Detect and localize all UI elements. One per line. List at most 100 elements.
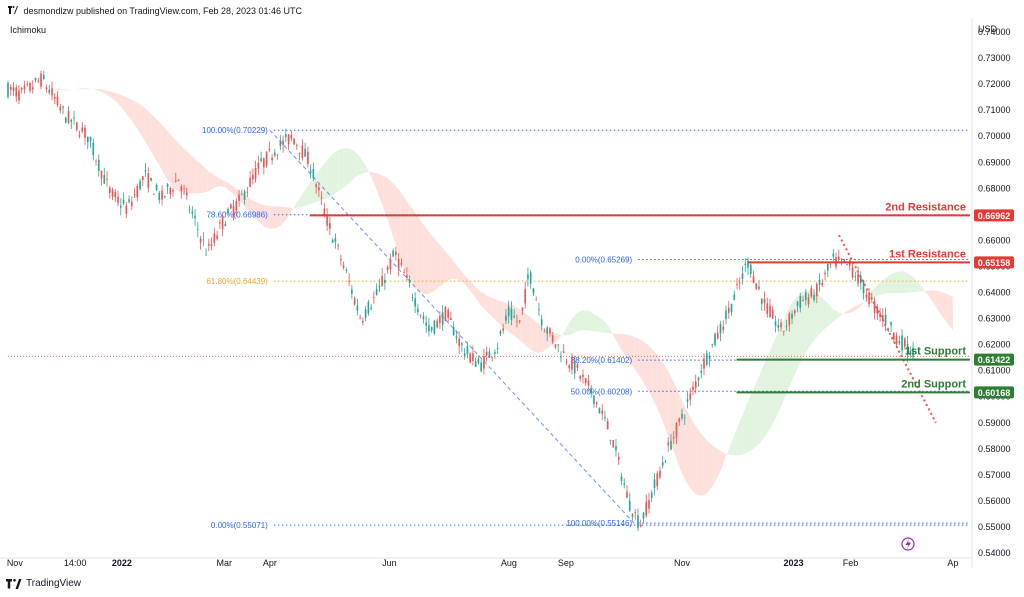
candle-body [81, 127, 84, 132]
currency-label: USD [978, 24, 998, 34]
candle-body [568, 365, 571, 369]
candle-body [450, 317, 452, 320]
candle-body [97, 159, 100, 172]
ichimoku-cloud-segment [440, 245, 447, 286]
candle-body [73, 117, 75, 119]
y-tick-label: 0.54000 [978, 548, 1011, 558]
candle-body [650, 492, 653, 499]
indicator-label[interactable]: Ichimoku [10, 25, 47, 35]
candle-body [549, 328, 551, 334]
ichimoku-cloud-segment [748, 388, 754, 453]
candle-body [92, 142, 95, 156]
ichimoku-cloud-segment [890, 272, 896, 294]
candle-body [518, 320, 521, 322]
ichimoku-cloud-segment [383, 175, 390, 225]
ichimoku-cloud-segment [230, 184, 236, 197]
candle-body [766, 303, 769, 314]
candle-body [560, 356, 562, 358]
candle-body [661, 462, 664, 466]
candle-body [155, 184, 158, 191]
candle-body [609, 439, 612, 441]
candle-body [7, 82, 9, 98]
price-tag-label: 0.66962 [978, 211, 1011, 221]
candle-body [318, 187, 320, 191]
ichimoku-cloud-segment [184, 149, 191, 194]
candle-body [865, 294, 868, 298]
y-tick-label: 0.73000 [978, 53, 1011, 63]
y-tick-label: 0.62000 [978, 340, 1011, 350]
candle-body [67, 110, 70, 124]
fib-level-label: 100.00%(0.55146) [566, 519, 632, 528]
ichimoku-cloud-segment [696, 427, 703, 496]
candle-body [439, 316, 441, 324]
candle-body [587, 380, 590, 386]
ichimoku-cloud-segment [423, 224, 430, 295]
candle-body [447, 309, 449, 318]
candle-body [246, 191, 249, 193]
candle-body [207, 243, 210, 246]
ichimoku-cloud-segment [861, 297, 868, 305]
ichimoku-cloud-segment [417, 216, 424, 295]
candle-body [557, 344, 560, 346]
candle-body [722, 326, 725, 331]
candle-body [689, 393, 692, 400]
y-tick-label: 0.66000 [978, 235, 1011, 245]
y-tick-label: 0.63000 [978, 314, 1011, 324]
candle-body [455, 336, 458, 339]
candle-body [725, 310, 727, 319]
ichimoku-cloud-segment [736, 415, 743, 456]
candle-body [34, 78, 37, 81]
ichimoku-cloud-segment [286, 207, 293, 219]
x-tick-label: Aug [501, 558, 517, 568]
ichimoku-cloud-segment [218, 177, 225, 187]
candle-body [271, 157, 273, 161]
candle-body [474, 361, 477, 367]
ichimoku-cloud-segment [526, 313, 532, 351]
candle-body [727, 307, 730, 313]
candle-body [309, 170, 312, 173]
candle-body [617, 456, 620, 461]
candle-body [488, 351, 491, 359]
candle-body [106, 178, 108, 180]
ichimoku-cloud-segment [679, 395, 686, 481]
candle-body [232, 206, 235, 216]
candle-body [829, 263, 832, 265]
candle-body [631, 513, 634, 517]
candle-body [37, 80, 40, 82]
candle-body [353, 298, 356, 305]
candle-body [293, 138, 295, 145]
candle-body [128, 199, 130, 202]
lightning-event-icon[interactable] [901, 537, 915, 551]
candle-body [876, 306, 879, 314]
candle-body [821, 282, 824, 286]
candle-body [782, 331, 785, 333]
ichimoku-cloud-segment [941, 291, 948, 324]
ichimoku-cloud-segment [804, 290, 811, 355]
ichimoku-cloud-segment [195, 159, 202, 194]
candle-body [546, 327, 549, 334]
ichimoku-cloud-segment [730, 429, 737, 456]
ichimoku-cloud-segment [844, 308, 851, 314]
candle-body [408, 279, 411, 283]
ichimoku-cloud-segment [372, 172, 378, 194]
fib-trendline [269, 129, 635, 524]
ichimoku-cloud-segment [924, 290, 931, 299]
candle-body [9, 86, 12, 90]
candle-body [749, 264, 752, 274]
ichimoku-cloud-segment [782, 310, 788, 405]
candle-body [760, 298, 763, 304]
candle-body [282, 140, 284, 146]
candle-body [334, 238, 337, 242]
ichimoku-cloud-segment [201, 164, 208, 194]
candle-body [579, 376, 582, 379]
candle-body [384, 279, 386, 283]
candle-body [42, 74, 45, 79]
ichimoku-cloud-segment [839, 312, 845, 317]
candle-body [505, 315, 507, 321]
candle-body [626, 491, 628, 498]
ichimoku-cloud-segment [429, 232, 435, 295]
candle-body [169, 188, 172, 195]
ichimoku-cloud-segment [554, 333, 561, 343]
candle-body [678, 418, 681, 422]
